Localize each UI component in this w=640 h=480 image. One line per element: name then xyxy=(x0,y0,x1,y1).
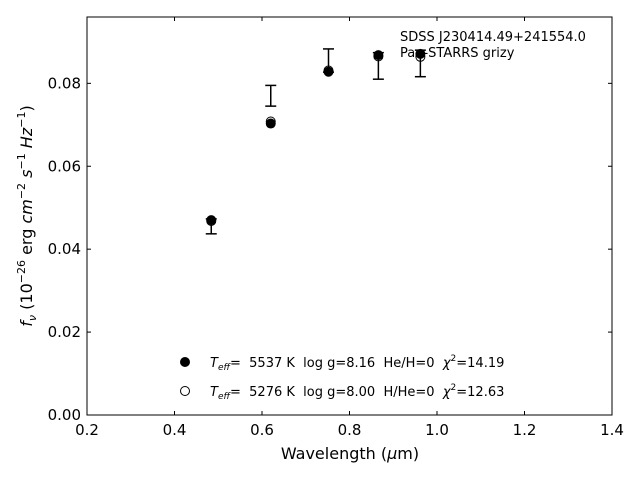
x-tick-labels: 0.2 0.4 0.6 0.8 1.0 1.2 1.4 xyxy=(75,421,624,439)
model-point-open xyxy=(206,215,217,226)
model-point-open xyxy=(415,51,426,62)
legend-marker-filled xyxy=(180,357,190,367)
model-point-filled xyxy=(415,48,426,59)
y-tick-label: 0.00 xyxy=(48,406,81,424)
model-point-open xyxy=(373,51,384,62)
model-point-filled xyxy=(206,215,217,226)
x-tick-label: 1.4 xyxy=(600,421,624,439)
model-points xyxy=(206,48,426,226)
y-tick-label: 0.02 xyxy=(48,323,81,341)
y-axis-label: fν (10−26 erg cm−2 s−1 Hz−1) xyxy=(15,105,39,326)
x-tick-label: 1.0 xyxy=(425,421,449,439)
x-tick-label: 0.6 xyxy=(250,421,274,439)
y-tick-label: 0.08 xyxy=(48,74,81,92)
legend-marker-open xyxy=(180,386,190,396)
x-tick-label: 1.2 xyxy=(513,421,537,439)
legend-entry-2: Teff= 5276 K log g=8.00 H/He=0 χ2=12.63 xyxy=(210,383,504,402)
model-point-open xyxy=(323,65,334,76)
svg-text:fν (10−26 erg cm−2 s−1 Hz−1): fν (10−26 erg cm−2 s−1 Hz−1) xyxy=(15,105,39,326)
annotation-object: SDSS J230414.49+241554.0 xyxy=(400,30,586,45)
x-tick-label: 0.4 xyxy=(163,421,187,439)
x-tick-label: 0.8 xyxy=(338,421,362,439)
model-point-filled xyxy=(265,118,276,129)
y-tick-label: 0.06 xyxy=(48,157,81,175)
y-tick-label: 0.04 xyxy=(48,240,81,258)
x-tick-label: 0.2 xyxy=(75,421,99,439)
axis-ticks xyxy=(86,17,613,416)
model-point-open xyxy=(265,116,276,127)
plot-area xyxy=(86,16,613,416)
legend: Teff= 5537 K log g=8.16 He/H=0 χ2=14.19 … xyxy=(180,354,504,402)
x-axis-label: Wavelength (μm) xyxy=(281,444,419,463)
y-tick-labels: 0.00 0.02 0.04 0.06 0.08 xyxy=(48,74,81,424)
legend-entry-1: Teff= 5537 K log g=8.16 He/H=0 χ2=14.19 xyxy=(210,354,504,373)
annotation-survey: Pan-STARRS grizy xyxy=(400,46,515,61)
